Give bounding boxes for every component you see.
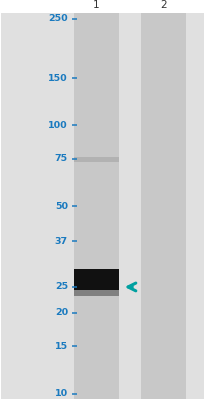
Text: 150: 150 <box>48 74 68 83</box>
Text: 1: 1 <box>93 0 99 10</box>
Bar <box>141 13 185 399</box>
Text: 37: 37 <box>54 237 68 246</box>
Bar <box>74 269 118 290</box>
Text: 50: 50 <box>55 202 68 211</box>
Text: 250: 250 <box>48 14 68 23</box>
Text: 75: 75 <box>54 154 68 164</box>
Bar <box>74 158 118 162</box>
Text: 25: 25 <box>54 282 68 292</box>
Text: 15: 15 <box>54 342 68 351</box>
Text: 20: 20 <box>54 308 68 318</box>
Text: 100: 100 <box>48 121 68 130</box>
Bar <box>74 290 118 296</box>
Text: 10: 10 <box>54 389 68 398</box>
Text: 2: 2 <box>160 0 166 10</box>
Bar <box>74 13 118 399</box>
